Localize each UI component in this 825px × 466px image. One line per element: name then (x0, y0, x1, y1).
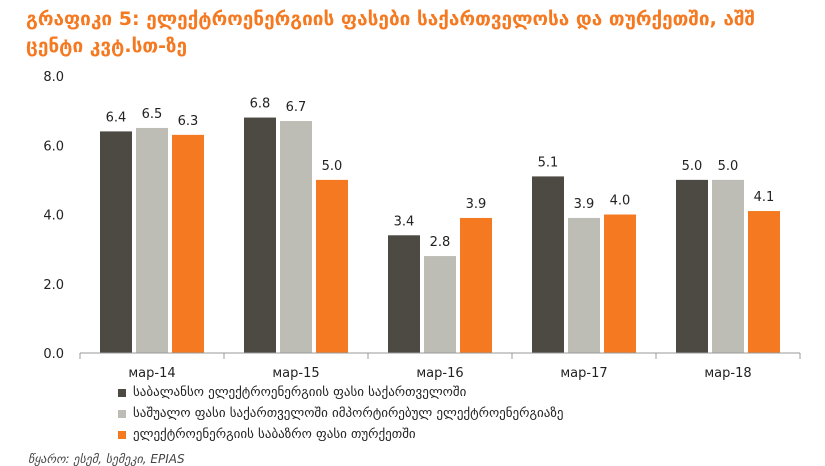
x-tick-label: мар-17 (560, 366, 607, 381)
bar (676, 179, 708, 353)
legend-item: საბალანსო ელექტროენერგიის ფასი საქართველ… (118, 382, 758, 403)
y-tick-label: 8.0 (43, 70, 64, 85)
y-tick-label: 6.0 (43, 139, 64, 154)
x-tick-label: мар-16 (416, 366, 463, 381)
x-tick-label: мар-15 (272, 366, 319, 381)
data-label: 3.4 (394, 214, 415, 229)
bar (316, 179, 348, 353)
data-label: 5.0 (682, 159, 703, 174)
data-labels: 6.4 6.8 3.4 5.1 5.0 6.5 6.7 2.8 3.9 5.0 6.3 5.0 3.9 4… (106, 97, 775, 251)
legend-swatch (118, 388, 126, 397)
bar (460, 217, 492, 353)
legend-item: ელექტროენერგიის საბაზრო ფასი თურქეთში (118, 424, 758, 445)
chart-title: გრაფიკი 5: ელექტროენერგიის ფასები საქართ… (26, 8, 755, 57)
data-label: 4.0 (610, 194, 631, 209)
legend-label: საბალანსო ელექტროენერგიის ფასი საქართველ… (133, 385, 467, 400)
data-label: 5.0 (718, 159, 739, 174)
data-label: 5.1 (538, 155, 559, 170)
bar (568, 217, 600, 353)
bars (100, 117, 780, 353)
bar (712, 179, 744, 353)
bar (280, 121, 312, 353)
bar (424, 256, 456, 353)
bar (244, 117, 276, 353)
data-label: 5.0 (322, 159, 343, 174)
legend-label: საშუალო ფასი საქართველოში იმპორტირებულ ე… (133, 406, 564, 421)
y-tick-label: 0.0 (43, 347, 64, 362)
legend-label: ელექტროენერგიის საბაზრო ფასი თურქეთში (133, 427, 416, 442)
bar (172, 134, 204, 353)
data-label: 6.7 (286, 100, 307, 115)
y-tick-label: 4.0 (43, 209, 64, 224)
legend-item: საშუალო ფასი საქართველოში იმპორტირებულ ე… (118, 403, 758, 424)
x-axis: мар-14 мар-15 мар-16 мар-17 мар-18 (79, 352, 801, 381)
data-label: 4.1 (754, 190, 775, 205)
y-axis: 0.0 2.0 4.0 6.0 8.0 (43, 70, 64, 362)
source-note: წყარო: ესემ, სემეკი, EPIAS (28, 452, 185, 466)
legend: საბალანსო ელექტროენერგიის ფასი საქართველ… (118, 382, 758, 445)
bar (100, 131, 132, 353)
bar (748, 211, 780, 353)
data-label: 6.5 (142, 107, 163, 122)
bar (388, 235, 420, 353)
data-label: 3.9 (466, 197, 487, 212)
data-label: 2.8 (430, 235, 451, 250)
legend-swatch (118, 409, 126, 418)
data-label: 6.4 (106, 110, 127, 125)
legend-swatch (118, 430, 126, 439)
bar (604, 214, 636, 353)
bar (532, 176, 564, 353)
x-tick-label: мар-18 (704, 366, 751, 381)
data-label: 6.8 (250, 97, 271, 112)
y-tick-label: 2.0 (43, 278, 64, 293)
data-label: 6.3 (178, 114, 199, 129)
data-label: 3.9 (574, 197, 595, 212)
bar (136, 127, 168, 353)
x-tick-label: мар-14 (128, 366, 175, 381)
